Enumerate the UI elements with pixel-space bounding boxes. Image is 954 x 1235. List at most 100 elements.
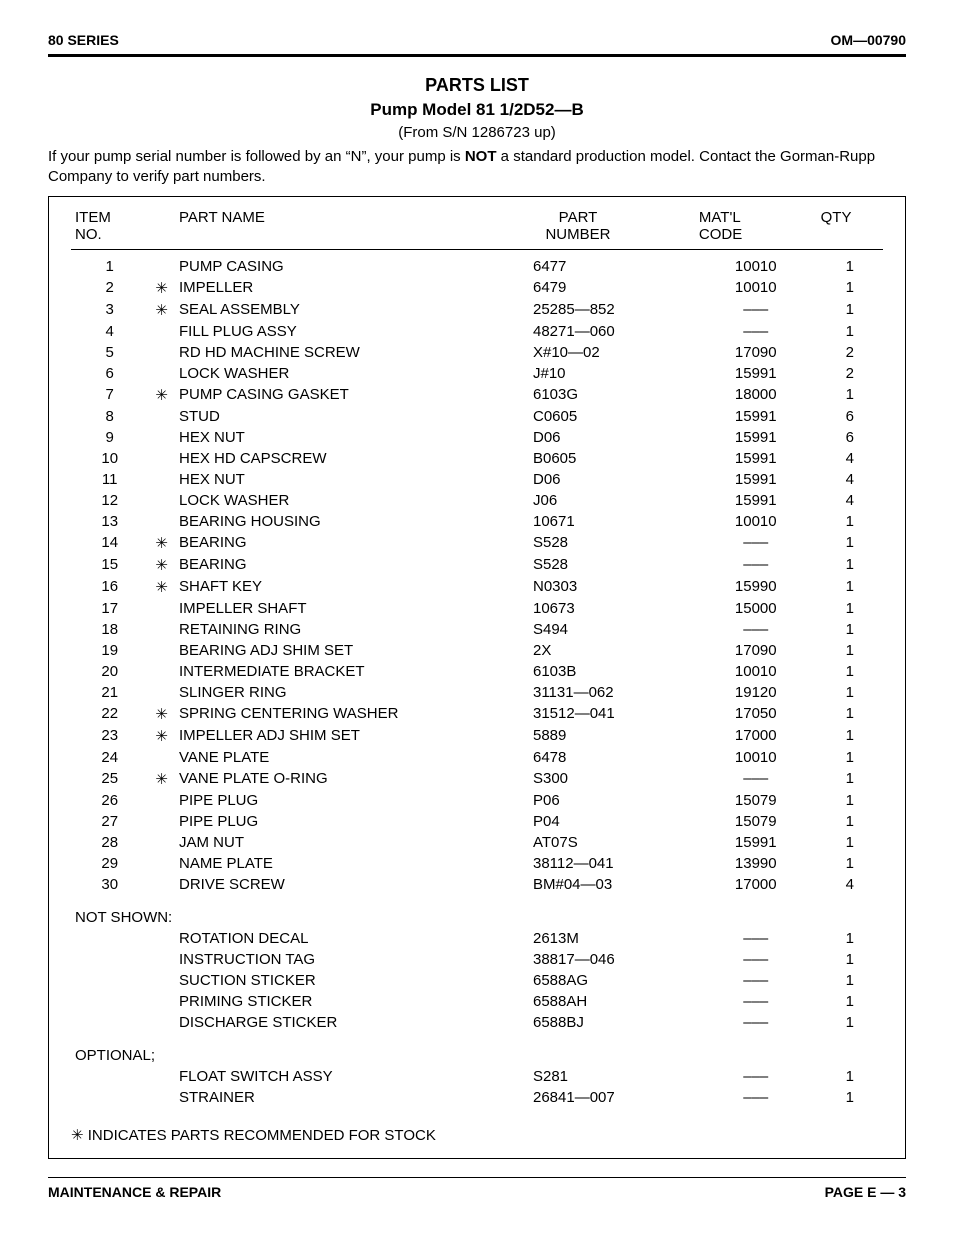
cell: 10010 xyxy=(695,250,817,278)
cell: 2613M xyxy=(529,928,695,949)
table-row: 17IMPELLER SHAFT10673150001 xyxy=(71,598,883,619)
cell: HEX HD CAPSCREW xyxy=(175,448,529,469)
section-label-row: NOT SHOWN: xyxy=(71,895,883,928)
stock-note: ✳ INDICATES PARTS RECOMMENDED FOR STOCK xyxy=(71,1126,883,1144)
cell: 8 xyxy=(71,406,148,427)
cell: ––– xyxy=(695,768,817,790)
cell: N0303 xyxy=(529,576,695,598)
cell: ✳ xyxy=(148,277,175,299)
cell: 1 xyxy=(817,511,883,532)
cell xyxy=(71,1066,148,1087)
cell: 15991 xyxy=(695,363,817,384)
table-row: DISCHARGE STICKER6588BJ–––1 xyxy=(71,1012,883,1033)
cell: 15990 xyxy=(695,576,817,598)
cell: ––– xyxy=(695,321,817,342)
cell xyxy=(148,598,175,619)
cell: BEARING HOUSING xyxy=(175,511,529,532)
cell: 6103G xyxy=(529,384,695,406)
table-row: 23✳IMPELLER ADJ SHIM SET5889170001 xyxy=(71,725,883,747)
cell: 2X xyxy=(529,640,695,661)
cell xyxy=(148,469,175,490)
table-row: 5RD HD MACHINE SCREWX#10—02170902 xyxy=(71,342,883,363)
cell: S494 xyxy=(529,619,695,640)
cell: 38817—046 xyxy=(529,949,695,970)
cell: S528 xyxy=(529,532,695,554)
cell: 38112—041 xyxy=(529,853,695,874)
header-right: OM—00790 xyxy=(831,32,906,48)
cell: 4 xyxy=(817,874,883,895)
cell: BEARING xyxy=(175,532,529,554)
cell: 10671 xyxy=(529,511,695,532)
cell: X#10—02 xyxy=(529,342,695,363)
cell: 6477 xyxy=(529,250,695,278)
cell xyxy=(148,811,175,832)
cell: 15991 xyxy=(695,469,817,490)
cell: ✳ xyxy=(148,768,175,790)
table-row: STRAINER26841—007–––1 xyxy=(71,1087,883,1108)
cell: ✳ xyxy=(148,576,175,598)
cell: ✳ xyxy=(148,299,175,321)
cell: PIPE PLUG xyxy=(175,811,529,832)
cell: 17090 xyxy=(695,342,817,363)
cell: DISCHARGE STICKER xyxy=(175,1012,529,1033)
cell xyxy=(148,448,175,469)
cell xyxy=(71,928,148,949)
table-row: ROTATION DECAL2613M–––1 xyxy=(71,928,883,949)
cell: HEX NUT xyxy=(175,469,529,490)
cell: RD HD MACHINE SCREW xyxy=(175,342,529,363)
cell: LOCK WASHER xyxy=(175,363,529,384)
cell: 18 xyxy=(71,619,148,640)
col-part-header: PART NUMBER xyxy=(529,207,695,250)
col-matl-line2: CODE xyxy=(699,226,742,243)
cell: HEX NUT xyxy=(175,427,529,448)
cell xyxy=(71,970,148,991)
cell: STUD xyxy=(175,406,529,427)
parts-body: 1PUMP CASING64771001012✳IMPELLER64791001… xyxy=(71,250,883,1109)
section-label: OPTIONAL; xyxy=(71,1033,883,1066)
cell: 4 xyxy=(71,321,148,342)
cell xyxy=(148,991,175,1012)
col-item-line1: ITEM xyxy=(75,209,111,226)
cell: DRIVE SCREW xyxy=(175,874,529,895)
cell: 10673 xyxy=(529,598,695,619)
cell: 6103B xyxy=(529,661,695,682)
cell: 13990 xyxy=(695,853,817,874)
cell: INSTRUCTION TAG xyxy=(175,949,529,970)
cell: 1 xyxy=(817,853,883,874)
cell: ✳ xyxy=(148,703,175,725)
table-row: 7✳PUMP CASING GASKET6103G180001 xyxy=(71,384,883,406)
cell: J06 xyxy=(529,490,695,511)
cell: 6 xyxy=(817,427,883,448)
table-row: 18RETAINING RINGS494–––1 xyxy=(71,619,883,640)
cell: 17000 xyxy=(695,725,817,747)
cell: STRAINER xyxy=(175,1087,529,1108)
title-sn: (From S/N 1286723 up) xyxy=(48,124,906,141)
cell: J#10 xyxy=(529,363,695,384)
col-item-line2: NO. xyxy=(75,226,102,243)
cell: 15991 xyxy=(695,832,817,853)
cell: 17050 xyxy=(695,703,817,725)
cell: 27 xyxy=(71,811,148,832)
note: If your pump serial number is followed b… xyxy=(48,147,906,188)
cell xyxy=(71,1087,148,1108)
col-name-header: PART NAME xyxy=(175,207,529,250)
cell: ––– xyxy=(695,970,817,991)
cell: D06 xyxy=(529,427,695,448)
table-row: 10HEX HD CAPSCREWB0605159914 xyxy=(71,448,883,469)
col-matl-header: MAT'L CODE xyxy=(695,207,817,250)
cell: D06 xyxy=(529,469,695,490)
title-main: PARTS LIST xyxy=(48,75,906,96)
cell: 1 xyxy=(817,384,883,406)
cell: 14 xyxy=(71,532,148,554)
cell: 1 xyxy=(817,1012,883,1033)
bottom-footer: MAINTENANCE & REPAIR PAGE E — 3 xyxy=(48,1177,906,1200)
cell: 22 xyxy=(71,703,148,725)
cell: 16 xyxy=(71,576,148,598)
cell: SLINGER RING xyxy=(175,682,529,703)
cell: 31131—062 xyxy=(529,682,695,703)
cell: PUMP CASING GASKET xyxy=(175,384,529,406)
table-row: SUCTION STICKER6588AG–––1 xyxy=(71,970,883,991)
cell: 11 xyxy=(71,469,148,490)
table-row: 28JAM NUTAT07S159911 xyxy=(71,832,883,853)
cell: 15079 xyxy=(695,790,817,811)
